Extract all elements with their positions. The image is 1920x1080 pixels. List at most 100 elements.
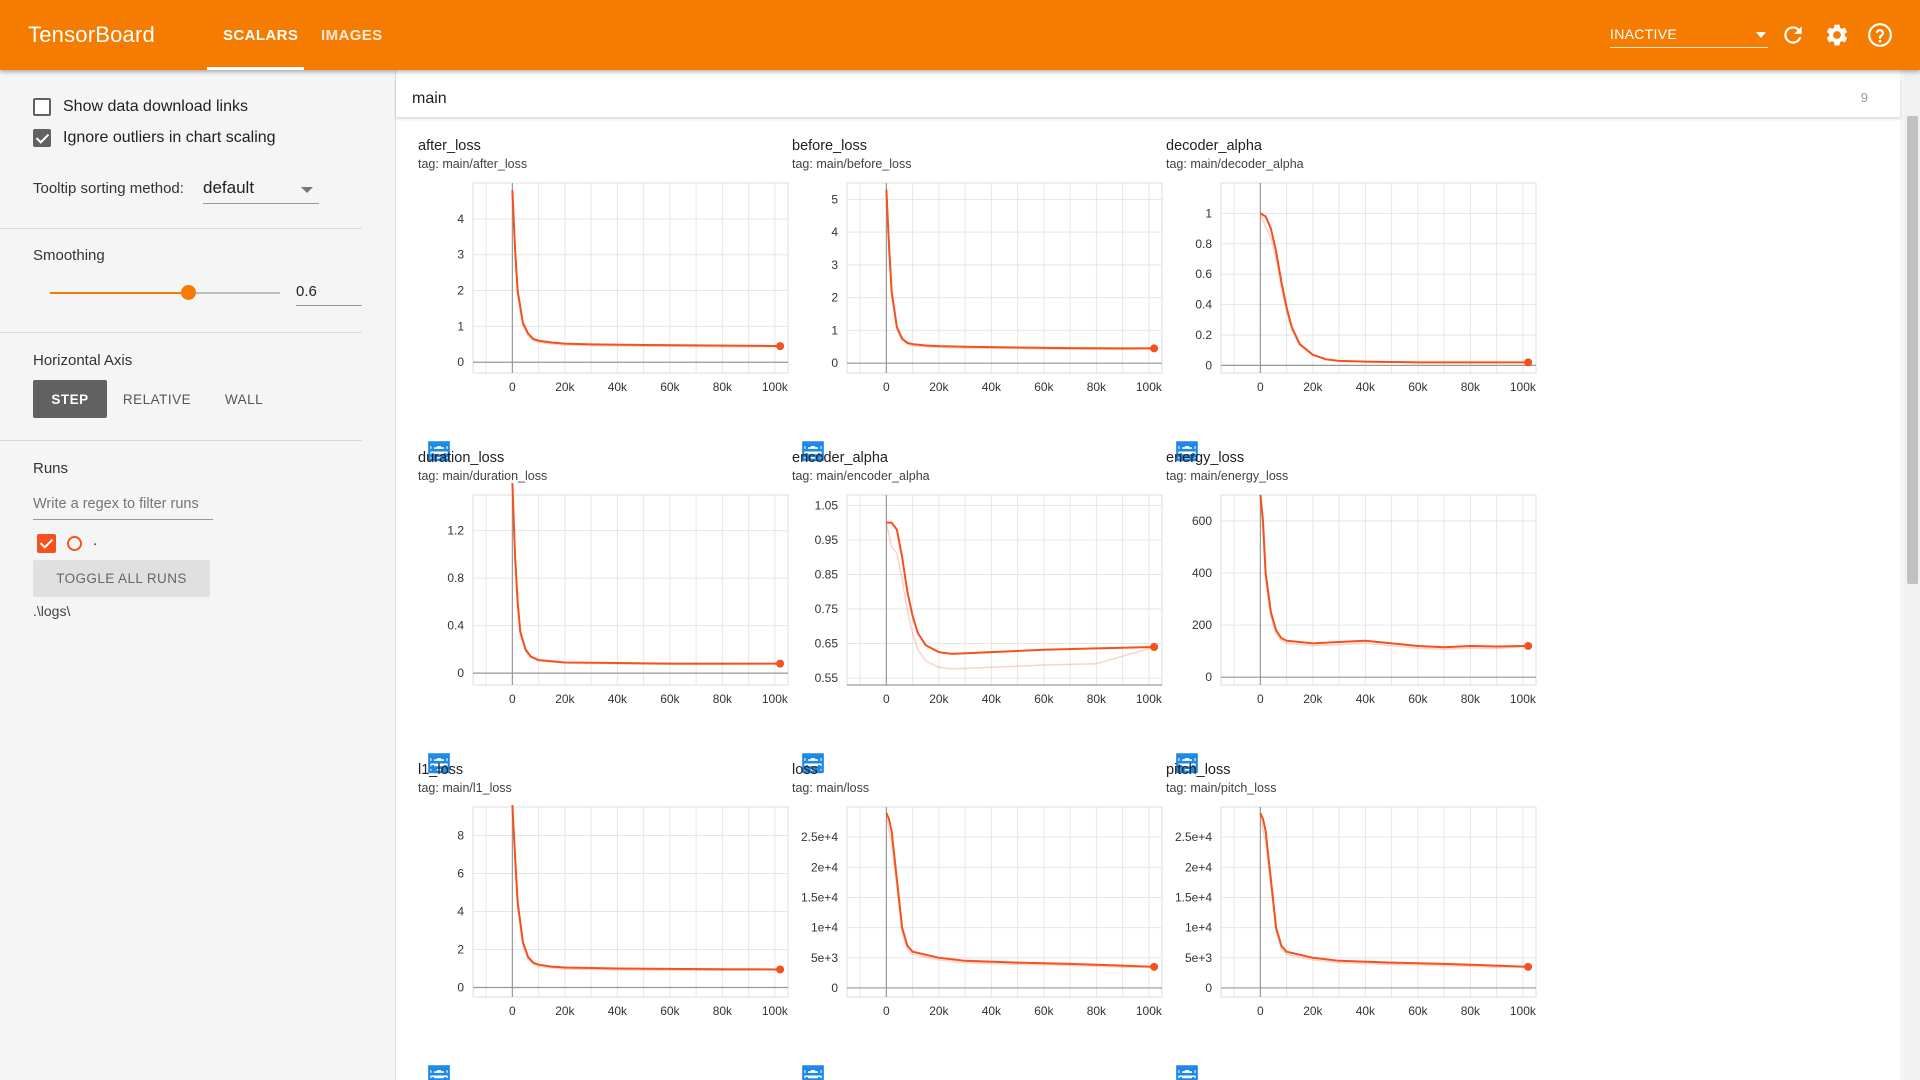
- series-line: [1259, 812, 1529, 968]
- fit-domain-icon[interactable]: [426, 438, 452, 464]
- toggle-all-runs-button[interactable]: TOGGLE ALL RUNS: [33, 560, 210, 597]
- fit-domain-icon[interactable]: [1174, 750, 1200, 776]
- divider: [0, 332, 362, 333]
- fit-domain-icon[interactable]: [1174, 438, 1200, 464]
- run-checkbox[interactable]: [37, 534, 56, 553]
- line-chart[interactable]: 0 1 2 3 4 0 20k 40k 60k 80k 100k: [418, 168, 798, 408]
- toggle-log-scale-icon[interactable]: [426, 750, 452, 776]
- y-tick-label: 0.8: [447, 571, 464, 585]
- y-tick-label: 0.4: [1195, 298, 1212, 312]
- chevron-down-icon: [301, 187, 313, 193]
- fit-domain-icon[interactable]: [1174, 1062, 1200, 1080]
- line-chart[interactable]: 0 0.2 0.4 0.6 0.8 1 0 20k 40k 60k 80k 100k: [1166, 168, 1546, 408]
- x-tick-label: 60k: [660, 692, 680, 706]
- toggle-log-scale-icon[interactable]: [426, 438, 452, 464]
- x-tick-label: 20k: [929, 692, 949, 706]
- refresh-icon[interactable]: [1780, 22, 1806, 48]
- y-tick-label: 2.5e+4: [801, 830, 838, 844]
- smoothing-input[interactable]: 0.6: [296, 280, 362, 306]
- x-tick-label: 20k: [555, 380, 575, 394]
- axis-step-button[interactable]: STEP: [33, 380, 107, 418]
- y-tick-label: 600: [1192, 514, 1212, 528]
- fit-domain-icon[interactable]: [800, 750, 826, 776]
- toggle-log-scale-icon[interactable]: [1174, 750, 1200, 776]
- runs-filter-input[interactable]: Write a regex to filter runs: [33, 494, 213, 520]
- line-chart[interactable]: 0 1 2 3 4 5 0 20k 40k 60k 80k 100k: [792, 168, 1172, 408]
- toggle-log-scale-icon[interactable]: [800, 438, 826, 464]
- x-tick-label: 80k: [713, 692, 733, 706]
- series-endpoint: [1524, 962, 1533, 971]
- fit-domain-icon[interactable]: [800, 1062, 826, 1080]
- line-chart[interactable]: 0 0.4 0.8 1.2 0 20k 40k 60k 80k 100k: [418, 480, 798, 720]
- plot-frame: [472, 494, 789, 686]
- chart-tag: tag: main/energy_loss: [1166, 469, 1289, 483]
- y-tick-label: 0: [457, 355, 464, 369]
- slider-knob[interactable]: [181, 285, 196, 300]
- chart-tag: tag: main/duration_loss: [418, 469, 548, 483]
- runs-label: Runs: [33, 460, 69, 477]
- dropdown-value: default: [203, 178, 255, 197]
- x-tick-label: 0: [1257, 380, 1264, 394]
- smoothing-slider[interactable]: [50, 285, 280, 300]
- scrollbar-thumb[interactable]: [1907, 116, 1918, 584]
- x-tick-label: 40k: [982, 1004, 1002, 1018]
- divider: [0, 440, 362, 441]
- scrollbar[interactable]: [1904, 70, 1920, 1080]
- checkbox-checked[interactable]: [33, 129, 51, 147]
- toggle-log-scale-icon[interactable]: [426, 1062, 452, 1080]
- toggle-log-scale-icon[interactable]: [1174, 438, 1200, 464]
- plot-frame: [846, 494, 1163, 686]
- y-tick-label: 0.85: [815, 567, 839, 581]
- chart-tag: tag: main/after_loss: [418, 157, 528, 171]
- y-tick-label: 3: [457, 248, 464, 262]
- tab-scalars[interactable]: SCALARS: [223, 27, 299, 44]
- line-chart[interactable]: 0 5e+3 1e+4 1.5e+4 2e+4 2.5e+4 0 20k 40k 60k 80k 10…: [792, 792, 1172, 1032]
- run-color-circle[interactable]: [67, 536, 82, 551]
- y-tick-label: 2e+4: [1185, 860, 1212, 874]
- inactive-plugins-dropdown[interactable]: INACTIVE: [1610, 18, 1768, 48]
- chart-title: duration_loss: [418, 450, 505, 466]
- show-download-links-toggle[interactable]: Show data download links: [33, 98, 248, 116]
- axis-relative-button[interactable]: RELATIVE: [122, 391, 192, 407]
- tab-images[interactable]: IMAGES: [321, 27, 383, 44]
- line-chart[interactable]: 0 200 400 600 0 20k 40k 60k 80k 100k: [1166, 480, 1546, 720]
- x-tick-label: 20k: [555, 1004, 575, 1018]
- checkbox-unchecked[interactable]: [33, 98, 51, 116]
- chart-card: decoder_alpha tag: main/decoder_alpha 0 0.2…: [1166, 138, 1537, 462]
- chart-card: energy_loss tag: main/energy_loss 0 200 400 6…: [1166, 450, 1537, 774]
- line-chart[interactable]: 0.55 0.65 0.75 0.85 0.95 1.05 0 20k 40k 60k 80k 100…: [792, 480, 1172, 720]
- help-icon[interactable]: [1867, 22, 1893, 48]
- plot-frame: [472, 806, 789, 998]
- x-tick-label: 40k: [982, 692, 1002, 706]
- series-line: [511, 190, 781, 348]
- chart-card: encoder_alpha tag: main/encoder_alpha 0.55…: [792, 450, 1163, 774]
- slider-fill: [50, 292, 188, 294]
- chart-card: l1_loss tag: main/l1_loss 0 2 4 6 8 0 20k 40k 60k 8…: [418, 762, 789, 1080]
- line-chart[interactable]: 0 5e+3 1e+4 1.5e+4 2e+4 2.5e+4 0 20k 40k 60k 80k 10…: [1166, 792, 1546, 1032]
- y-tick-label: 0: [1205, 981, 1212, 995]
- series-endpoint: [1524, 358, 1533, 367]
- ignore-outliers-toggle[interactable]: Ignore outliers in chart scaling: [33, 129, 276, 147]
- toggle-log-scale-icon[interactable]: [800, 1062, 826, 1080]
- tooltip-sorting-dropdown[interactable]: default: [203, 172, 319, 204]
- top-app-bar: TensorBoard SCALARS IMAGES INACTIVE: [0, 0, 1920, 70]
- chart-tag: tag: main/encoder_alpha: [792, 469, 930, 483]
- series-endpoint: [1524, 641, 1533, 650]
- series-raw-line: [1259, 494, 1529, 651]
- toggle-log-scale-icon[interactable]: [1174, 1062, 1200, 1080]
- chart-title: encoder_alpha: [792, 450, 888, 466]
- toggle-log-scale-icon[interactable]: [800, 750, 826, 776]
- y-tick-label: 0: [1205, 358, 1212, 372]
- fit-domain-icon[interactable]: [426, 750, 452, 776]
- fit-domain-icon[interactable]: [426, 1062, 452, 1080]
- x-tick-label: 0: [509, 1004, 516, 1018]
- tag-group-header[interactable]: main 9: [396, 78, 1900, 118]
- chart-title: l1_loss: [418, 762, 464, 778]
- axis-wall-button[interactable]: WALL: [224, 391, 264, 407]
- line-chart[interactable]: 0 2 4 6 8 0 20k 40k 60k 80k 100k: [418, 792, 798, 1032]
- chart-title: decoder_alpha: [1166, 138, 1262, 154]
- settings-icon[interactable]: [1824, 22, 1850, 48]
- x-tick-label: 60k: [1408, 1004, 1428, 1018]
- fit-domain-icon[interactable]: [800, 438, 826, 464]
- y-tick-label: 0: [1205, 670, 1212, 684]
